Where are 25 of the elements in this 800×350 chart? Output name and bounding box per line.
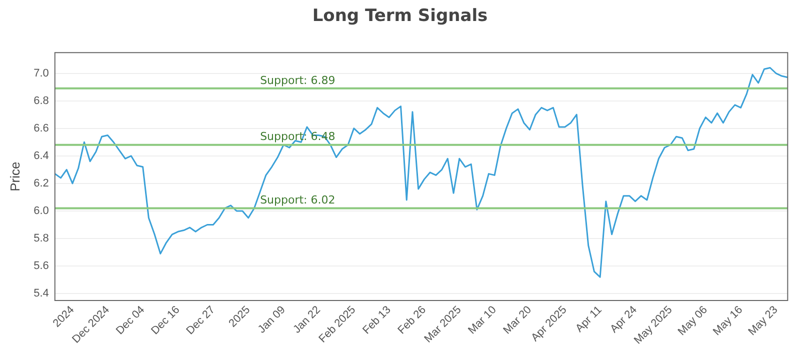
x-tick-label: Feb 26 <box>396 304 428 337</box>
x-tick-label: May 23 <box>746 304 780 338</box>
x-tick-label: Mar 20 <box>501 304 534 337</box>
x-tick-label: May 16 <box>711 304 746 338</box>
x-tick-label: Feb 13 <box>360 304 394 337</box>
y-tick-label: 6.0 <box>34 205 49 218</box>
y-tick-label: 6.8 <box>34 94 49 107</box>
ref-line-label: Support: 6.02 <box>260 194 336 207</box>
y-tick-label: 6.4 <box>34 150 49 162</box>
y-tick-label: 6.6 <box>34 122 49 134</box>
x-tick-label: Mar 10 <box>466 304 499 337</box>
x-tick-label: Dec 04 <box>114 304 148 338</box>
y-tick-label: 6.2 <box>34 177 49 190</box>
x-tick-label: Dec 27 <box>184 304 218 338</box>
x-tick-label: Apr 11 <box>574 304 604 335</box>
x-tick-label: Dec 16 <box>149 304 182 338</box>
y-tick-label: 7.0 <box>34 67 49 80</box>
chart-title: Long Term Signals <box>311 6 489 28</box>
ref-line-label: Support: 6.89 <box>260 74 336 87</box>
x-tick-label: May 06 <box>676 304 710 338</box>
y-tick-label: 5.4 <box>34 288 49 300</box>
y-axis-title: Price <box>7 162 22 192</box>
y-tick-label: 5.6 <box>34 260 49 272</box>
y-tick-label: 5.8 <box>34 232 49 245</box>
x-tick-label: Jan 09 <box>256 304 288 336</box>
